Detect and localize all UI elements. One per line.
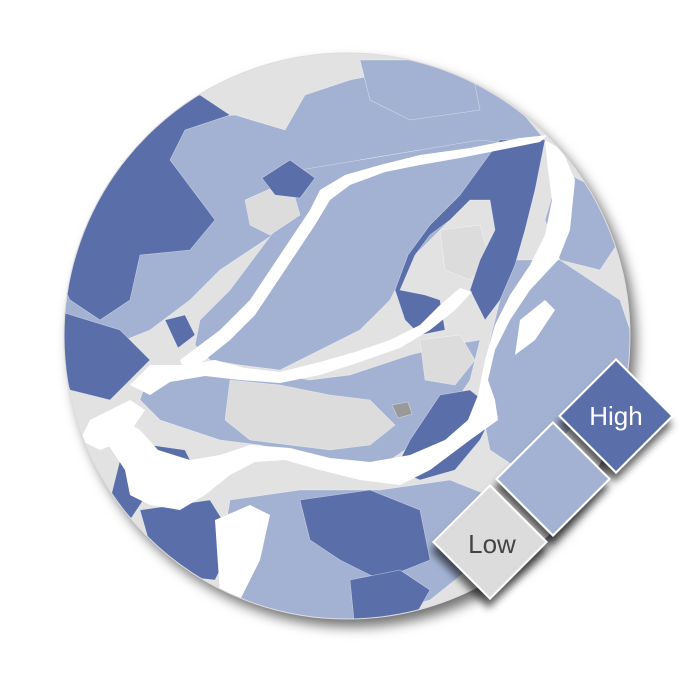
- region-north-small-high: [261, 159, 316, 199]
- river-north: [180, 135, 548, 372]
- region-northeast-strip-high: [394, 139, 546, 336]
- legend: High Low: [432, 358, 674, 600]
- region-east-center-low: [419, 334, 476, 386]
- legend-high-label: High: [589, 401, 642, 431]
- water-bodies: [80, 135, 575, 600]
- legend-tile-mid: [495, 421, 611, 537]
- river-saint-lawrence: [98, 140, 575, 510]
- region-island-center-low: [224, 379, 396, 451]
- legend-tile-high: [558, 358, 674, 474]
- legend-low-label: Low: [468, 529, 516, 559]
- region-northwest-high: [64, 94, 231, 321]
- region-missing-data: [391, 401, 413, 419]
- river-east-channel: [515, 300, 555, 355]
- bay-south: [215, 505, 270, 600]
- legend-tile-low: [432, 484, 548, 600]
- map-disc-edge: [63, 52, 631, 620]
- river-middle: [130, 288, 472, 395]
- region-group-mid: [64, 59, 630, 619]
- region-island-main-mid: [194, 139, 521, 371]
- region-west-edge-high: [64, 309, 151, 401]
- region-west-small-high: [164, 314, 196, 349]
- region-south-central-high: [299, 489, 431, 581]
- lake-southwest: [80, 400, 145, 450]
